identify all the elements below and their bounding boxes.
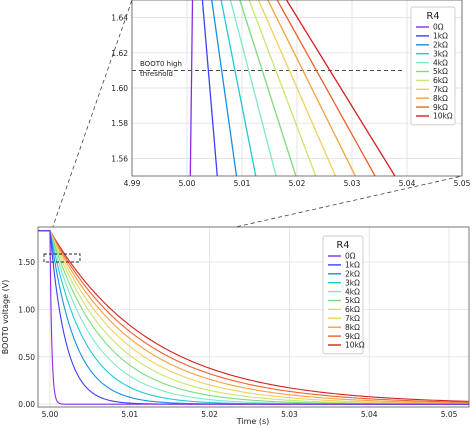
inset-series-line: [257, 0, 337, 177]
inset-series-line: [229, 0, 277, 177]
legend-entry: 3kΩ: [433, 49, 448, 58]
main-x-tick-label: 5.03: [281, 410, 298, 419]
legend-entry: 10kΩ: [345, 341, 365, 350]
inset-series-line: [285, 0, 396, 177]
inset-x-tick-label: 5.02: [289, 179, 306, 188]
inset-series-line: [189, 0, 194, 177]
legend-entry: 9kΩ: [345, 332, 360, 341]
legend-entry: 7kΩ: [345, 314, 360, 323]
main-x-tick-label: 5.02: [201, 410, 218, 419]
main-series-line: [38, 230, 469, 405]
main-y-tick-label: 0.00: [18, 400, 35, 409]
y-axis-label: BOOT0 voltage (V): [1, 280, 10, 355]
inset-x-tick-label: 5.03: [344, 179, 361, 188]
inset-y-tick-label: 1.60: [111, 84, 128, 93]
main-frame: [37, 226, 470, 408]
inset-frame: [131, 0, 463, 177]
legend-title: R4: [336, 240, 349, 251]
inset-x-tick-label: 5.00: [179, 179, 196, 188]
inset-x-tick-label: 5.01: [234, 179, 251, 188]
main-plot: 5.00 5.01 5.02 5.03 5.04 5.05 0.00 0.50 1.00 1.50…: [1, 226, 470, 426]
inset-x-tick-label: 4.99: [124, 179, 141, 188]
main-y-tick-label: 0.50: [18, 353, 35, 362]
main-series-lines: [38, 230, 470, 405]
threshold-label-line2: threshold: [140, 70, 173, 78]
inset-series-line: [276, 0, 376, 177]
inset-series-line: [248, 0, 317, 177]
threshold-label-line1: BOOT0 high: [140, 60, 182, 68]
inset-y-tick-label: 1.58: [111, 119, 128, 128]
main-y-tick-label: 1.50: [18, 258, 35, 267]
x-axis-label: Time (s): [236, 417, 270, 426]
main-x-tick-label: 5.04: [361, 410, 378, 419]
main-ticks: 5.00 5.01 5.02 5.03 5.04 5.05 0.00 0.50 1.00 1.50: [18, 258, 457, 419]
zoom-region-box: [43, 253, 81, 263]
legend-entry: 6kΩ: [433, 76, 448, 85]
main-series-line: [38, 230, 470, 404]
inset-series-line: [267, 0, 356, 177]
main-x-tick-label: 5.01: [121, 410, 138, 419]
inset-series-line: [201, 0, 218, 177]
legend-entry: 5kΩ: [433, 67, 448, 76]
inset-series-line: [220, 0, 257, 177]
legend-entry: 0Ω: [345, 252, 356, 261]
legend-entry: 1kΩ: [345, 261, 360, 270]
inset-y-tick-label: 1.62: [111, 49, 128, 58]
inset-ticks: 4.99 5.00 5.01 5.02 5.03 5.04 5.05 1.56 1.58 1.60…: [111, 14, 470, 188]
legend-entry: 8kΩ: [345, 323, 360, 332]
legend-entry: 4kΩ: [433, 58, 448, 67]
legend-entry: 10kΩ: [433, 112, 453, 121]
zoom-connector-left: [51, 0, 133, 230]
inset-x-tick-label: 5.05: [454, 179, 471, 188]
legend-entry: 7kΩ: [433, 85, 448, 94]
legend-entry: 9kΩ: [433, 103, 448, 112]
main-plot-area: [38, 227, 469, 407]
legend-entry: 4kΩ: [345, 287, 360, 296]
legend-entry: 8kΩ: [433, 94, 448, 103]
legend-entry: 5kΩ: [345, 296, 360, 305]
main-x-tick-label: 5.00: [42, 410, 59, 419]
inset-x-tick-label: 5.04: [399, 179, 416, 188]
main-y-tick-label: 1.00: [18, 305, 35, 314]
legend-entry: 1kΩ: [433, 32, 448, 41]
legend-entry: 2kΩ: [345, 270, 360, 279]
main-series-line: [38, 230, 470, 405]
inset-series-line: [239, 0, 297, 177]
legend-title: R4: [426, 11, 439, 22]
legend-entry: 3kΩ: [345, 278, 360, 287]
inset-y-tick-label: 1.64: [111, 14, 128, 23]
main-x-tick-label: 5.05: [441, 410, 458, 419]
legend-entry: 6kΩ: [345, 305, 360, 314]
legend-entry: 2kΩ: [433, 41, 448, 50]
inset-series-lines: [189, 0, 396, 177]
legend-entry: 0Ω: [433, 23, 444, 32]
main-grid: [38, 227, 469, 407]
main-series-line: [38, 230, 470, 405]
inset-series-line: [211, 0, 238, 177]
main-series-line: [38, 230, 470, 402]
inset-y-tick-label: 1.56: [111, 154, 128, 163]
inset-plot: 4.99 5.00 5.01 5.02 5.03 5.04 5.05 1.56 1.58 1.60…: [111, 0, 471, 188]
main-series-line: [38, 230, 470, 403]
